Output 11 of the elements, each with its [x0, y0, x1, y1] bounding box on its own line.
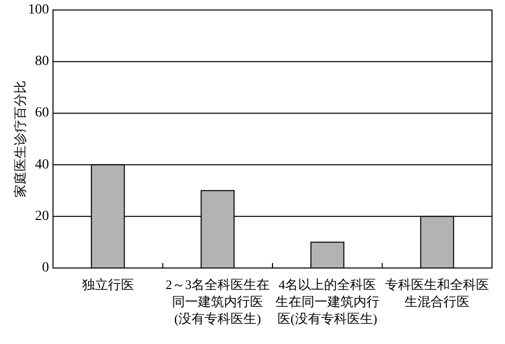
y-tick-label: 0 [42, 260, 49, 276]
y-tick-label: 40 [35, 157, 49, 172]
x-tick-label: 独立行医 [80, 276, 135, 293]
y-tick-label: 20 [35, 208, 49, 224]
x-tick-label: 2～3名全科医生在同一建筑内行医(没有专科医生) [164, 276, 271, 327]
x-tick-label: 专科医生和全科医生混合行医 [384, 276, 490, 310]
x-tick-label: 4名以上的全科医生在同一建筑内行医(没有专科医生) [274, 276, 380, 327]
y-tick-label: 80 [35, 54, 49, 70]
y-axis-title: 家庭医生诊疗百分比 [12, 80, 28, 198]
y-tick-label: 60 [35, 106, 49, 121]
y-tick-label: 100 [28, 2, 49, 18]
